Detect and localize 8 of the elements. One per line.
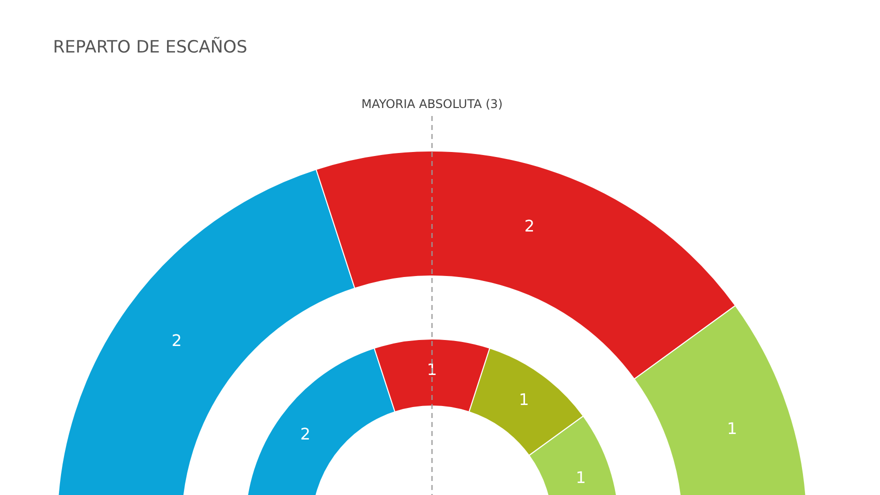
chart-title: REPARTO DE ESCAÑOS [53,36,248,58]
data-label: 2 [524,216,535,236]
data-label: 1 [518,390,530,409]
data-label: 2 [172,331,182,350]
text: MAYORIA ABSOLUTA (3) [361,97,503,111]
data-label: 1 [726,419,738,438]
data-label: 1 [576,468,586,488]
data-label: 2 [300,424,310,444]
